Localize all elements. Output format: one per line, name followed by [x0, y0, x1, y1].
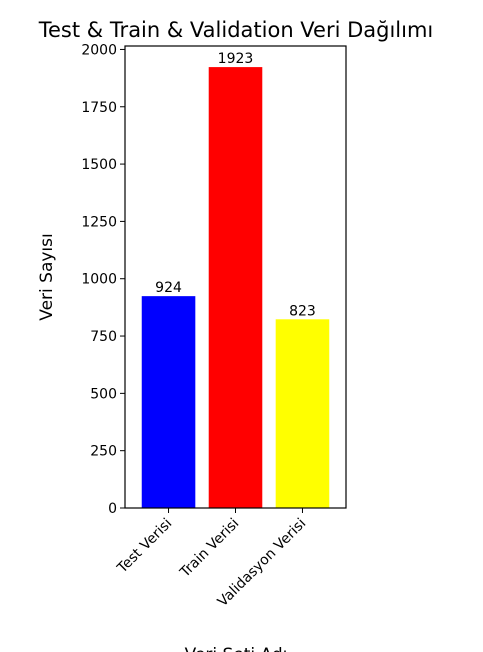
- bar-value-label-0: 924: [155, 280, 182, 296]
- bar-0: [141, 296, 196, 508]
- bar-1: [208, 67, 263, 508]
- y-axis-ticks: 0 250 500 750 1000 1250 1500 1750 2000: [81, 42, 125, 517]
- plot-frame: [124, 45, 347, 509]
- x-axis-label: Veri Seti Adı: [185, 645, 288, 652]
- x-tick-label-0: Test Verisi: [114, 516, 175, 577]
- value-labels-group: 924 1923 823: [155, 51, 316, 319]
- chart-title: Test & Train & Validation Veri Dağılımı: [38, 18, 434, 42]
- bars-group: [141, 67, 330, 508]
- y-tick-label-6: 1500: [81, 157, 117, 173]
- bar-value-label-1: 1923: [218, 51, 254, 67]
- y-tick-label-2: 500: [90, 386, 117, 402]
- y-tick-label-4: 1000: [81, 272, 117, 288]
- bar-2: [275, 319, 330, 508]
- bar-value-label-2: 823: [289, 303, 316, 319]
- y-axis-label: Veri Sayısı: [37, 233, 57, 320]
- y-tick-label-0: 0: [108, 501, 117, 517]
- y-tick-label-3: 750: [90, 329, 117, 345]
- y-tick-label-5: 1250: [81, 214, 117, 230]
- y-tick-label-7: 1750: [81, 100, 117, 116]
- x-tick-label-1: Train Verisi: [177, 516, 243, 582]
- y-tick-label-8: 2000: [81, 42, 117, 58]
- y-tick-label-1: 250: [90, 444, 117, 460]
